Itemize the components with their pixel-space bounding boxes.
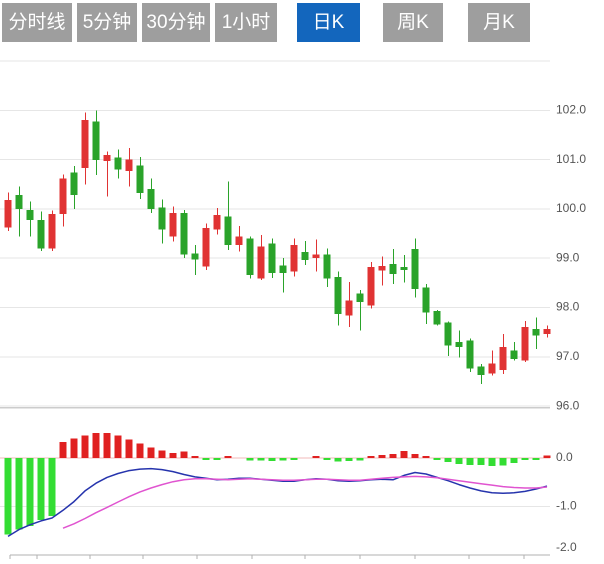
tab-daily-k[interactable]: 日K bbox=[297, 3, 360, 42]
macd-histogram bbox=[4, 432, 551, 535]
timeframe-tabbar: 分时线 5分钟 30分钟 1小时 日K 周K 月K bbox=[0, 3, 530, 42]
y-axis-label: -2.0 bbox=[556, 540, 577, 554]
tab-5min[interactable]: 5分钟 bbox=[77, 3, 137, 42]
tab-1hour[interactable]: 1小时 bbox=[215, 3, 277, 42]
y-axis-label: 97.0 bbox=[556, 349, 580, 363]
y-axis-label: -1.0 bbox=[556, 499, 577, 513]
dif-line bbox=[7, 467, 548, 538]
dea-line bbox=[62, 475, 548, 529]
tab-weekly-k[interactable]: 周K bbox=[383, 3, 443, 42]
y-axis-labels: 102.0 101.0 100.0 99.0 98.0 97.0 96.0 0.0 -1.0 -2… bbox=[556, 102, 586, 554]
tab-timeline[interactable]: 分时线 bbox=[2, 3, 72, 42]
tab-30min[interactable]: 30分钟 bbox=[142, 3, 210, 42]
y-axis-label: 96.0 bbox=[556, 398, 580, 412]
candlestick-series[interactable] bbox=[4, 110, 551, 384]
y-axis-label: 100.0 bbox=[556, 201, 586, 215]
tab-monthly-k[interactable]: 月K bbox=[468, 3, 530, 42]
y-axis-label: 102.0 bbox=[556, 102, 586, 116]
y-axis-label: 0.0 bbox=[556, 450, 573, 464]
x-axis bbox=[9, 554, 550, 559]
y-axis-label: 101.0 bbox=[556, 152, 586, 166]
y-axis-label: 98.0 bbox=[556, 300, 580, 314]
y-axis-label: 99.0 bbox=[556, 250, 580, 264]
